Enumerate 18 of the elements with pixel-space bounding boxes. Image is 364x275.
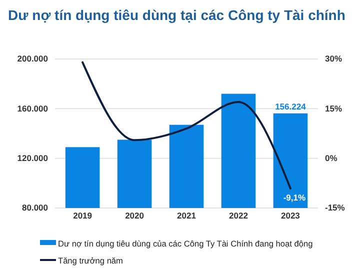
legend-label: Dư nợ tín dụng tiêu dùng của các Công Ty Tài Chính đang hoạt động: [58, 238, 314, 248]
x-tick-label: 2019: [73, 210, 92, 221]
x-tick-label: 2022: [229, 210, 248, 221]
data-label: 156.224: [275, 101, 306, 112]
legend-label: Tăng trưởng năm: [58, 256, 124, 266]
y-tick-label: 160.000: [17, 103, 48, 114]
y2-tick-label: 0%: [325, 153, 338, 164]
y2-tick-label: -15%: [325, 202, 346, 213]
chart-title: Dư nợ tín dụng tiêu dùng tại các Công ty Tài chính: [8, 7, 346, 23]
x-tick-label: 2020: [125, 210, 144, 221]
x-tick-label: 2021: [177, 210, 196, 221]
y2-tick-label: 15%: [325, 103, 342, 114]
y-tick-label: 200.000: [17, 54, 48, 64]
data-label: -9,1%: [283, 192, 306, 202]
y-tick-label: 120.000: [17, 153, 48, 164]
y2-tick-label: 30%: [325, 54, 342, 64]
y-tick-label: 80.000: [22, 202, 48, 213]
x-tick-label: 2023: [280, 210, 300, 221]
